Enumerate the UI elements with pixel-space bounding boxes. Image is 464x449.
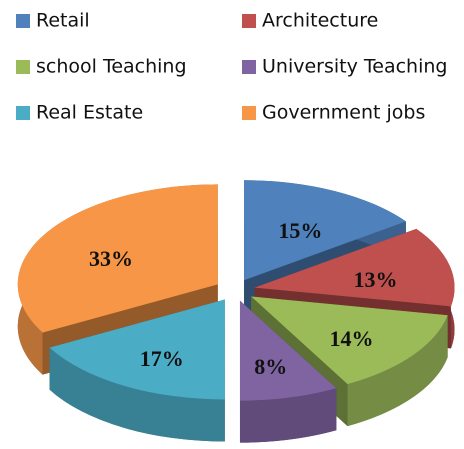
pie-slice: [254, 228, 455, 307]
legend-swatch: [242, 60, 256, 74]
pie-slice: [239, 300, 337, 401]
legend-swatch: [242, 106, 256, 120]
data-label: 13%: [354, 267, 398, 292]
data-label: 15%: [278, 218, 322, 243]
data-label: 33%: [89, 246, 133, 271]
legend-label: Real Estate: [36, 102, 143, 124]
pie-slice: [251, 296, 448, 385]
data-label: 17%: [140, 346, 184, 371]
data-label: 8%: [254, 354, 287, 379]
slice-outer-wall: [347, 315, 448, 427]
legend-swatch: [242, 14, 256, 28]
legend-swatch: [16, 14, 30, 28]
slice-outer-wall: [239, 388, 337, 443]
legend-label: Government jobs: [262, 102, 425, 124]
legend-swatch: [16, 60, 30, 74]
pie-slice: [49, 299, 225, 400]
legend-swatch: [16, 106, 30, 120]
legend-label: Retail: [36, 10, 90, 32]
pie-tops: 15% 13% 14% 8% 17% 33%: [17, 180, 455, 401]
legend-label: Architecture: [262, 10, 378, 32]
slice-outer-wall: [49, 347, 225, 442]
data-label: 14%: [329, 326, 373, 351]
legend-label: school Teaching: [36, 56, 187, 78]
legend-label: University Teaching: [262, 56, 447, 78]
pie-slice: [244, 180, 406, 281]
pie-slice: [17, 184, 218, 333]
